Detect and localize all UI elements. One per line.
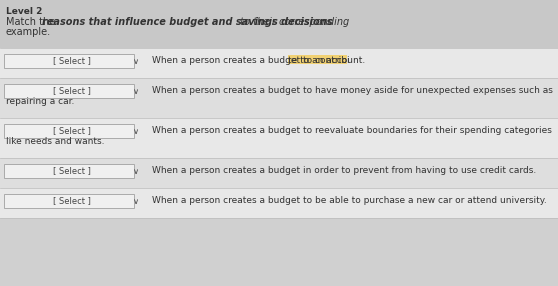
Text: repairing a car.: repairing a car. <box>6 97 74 106</box>
FancyBboxPatch shape <box>0 0 558 48</box>
FancyBboxPatch shape <box>0 48 558 78</box>
Text: Match the: Match the <box>6 17 59 27</box>
FancyBboxPatch shape <box>287 55 347 64</box>
Text: ∨: ∨ <box>133 166 139 176</box>
Text: example.: example. <box>6 27 51 37</box>
Text: ∨: ∨ <box>133 126 139 136</box>
FancyBboxPatch shape <box>0 78 558 118</box>
FancyBboxPatch shape <box>0 218 558 286</box>
FancyBboxPatch shape <box>0 188 558 218</box>
FancyBboxPatch shape <box>4 54 134 68</box>
Text: ∨: ∨ <box>133 86 139 96</box>
Text: When a person creates a budget to reevaluate boundaries for their spending categ: When a person creates a budget to reeval… <box>152 126 552 135</box>
Text: Level 2: Level 2 <box>6 7 42 16</box>
Text: te to an account.: te to an account. <box>288 56 365 65</box>
Text: [ Select ]: [ Select ] <box>54 166 92 176</box>
Text: ∨: ∨ <box>133 57 139 65</box>
FancyBboxPatch shape <box>0 118 558 158</box>
Text: reasons that influence budget and savings decisions: reasons that influence budget and saving… <box>42 17 333 27</box>
Text: [ Select ]: [ Select ] <box>54 196 92 206</box>
Text: ∨: ∨ <box>133 196 139 206</box>
Text: [ Select ]: [ Select ] <box>54 86 92 96</box>
Text: When a person creates a budget to have money aside for unexpected expenses such : When a person creates a budget to have m… <box>152 86 553 95</box>
Text: to their corresponding: to their corresponding <box>237 17 349 27</box>
FancyBboxPatch shape <box>4 164 134 178</box>
Text: [ Select ]: [ Select ] <box>54 57 92 65</box>
FancyBboxPatch shape <box>0 158 558 188</box>
Text: like needs and wants.: like needs and wants. <box>6 137 104 146</box>
FancyBboxPatch shape <box>4 84 134 98</box>
FancyBboxPatch shape <box>4 194 134 208</box>
Text: When a person creates a budget in order to prevent from having to use credit car: When a person creates a budget in order … <box>152 166 536 175</box>
Text: [ Select ]: [ Select ] <box>54 126 92 136</box>
Text: When a person creates a budget to contribi: When a person creates a budget to contri… <box>152 56 350 65</box>
Text: When a person creates a budget to be able to purchase a new car or attend univer: When a person creates a budget to be abl… <box>152 196 547 205</box>
FancyBboxPatch shape <box>4 124 134 138</box>
